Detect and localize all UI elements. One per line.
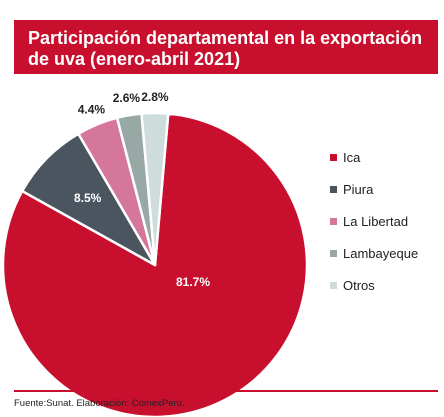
legend-label-piura: Piura — [343, 182, 374, 197]
footer-divider — [14, 390, 438, 392]
legend-label-ica: Ica — [343, 150, 361, 165]
pie-slice-otros — [140, 111, 170, 267]
legend-swatch-la-libertad — [330, 218, 337, 226]
legend-label-lambayeque: Lambayeque — [343, 246, 419, 261]
legend-item-piura: Piura — [330, 182, 373, 197]
data-label-lambayeque: 2.6% — [113, 91, 141, 105]
data-label-la-libertad: 4.4% — [78, 103, 106, 117]
data-label-otros: 2.8% — [141, 90, 169, 104]
data-label-piura: 8.5% — [74, 191, 102, 205]
legend-item-ica: Ica — [330, 150, 360, 165]
chart-title-text: Participación departamental en la export… — [28, 28, 423, 69]
chart-title: Participación departamental en la export… — [14, 20, 438, 74]
legend-item-otros: Otros — [330, 278, 375, 293]
data-label-ica: 81.7% — [176, 275, 210, 289]
source-footer: Fuente:Sunat. Elaboración: ComexPerú. — [14, 398, 185, 409]
legend-swatch-lambayeque — [330, 250, 337, 258]
legend-label-otros: Otros — [343, 278, 375, 293]
legend-label-la-libertad: La Libertad — [343, 214, 409, 229]
legend-swatch-otros — [330, 282, 337, 290]
legend-swatch-ica — [330, 154, 337, 162]
legend-item-lambayeque: Lambayeque — [330, 246, 418, 261]
legend-swatch-piura — [330, 186, 337, 194]
legend-item-la-libertad: La Libertad — [330, 214, 408, 229]
